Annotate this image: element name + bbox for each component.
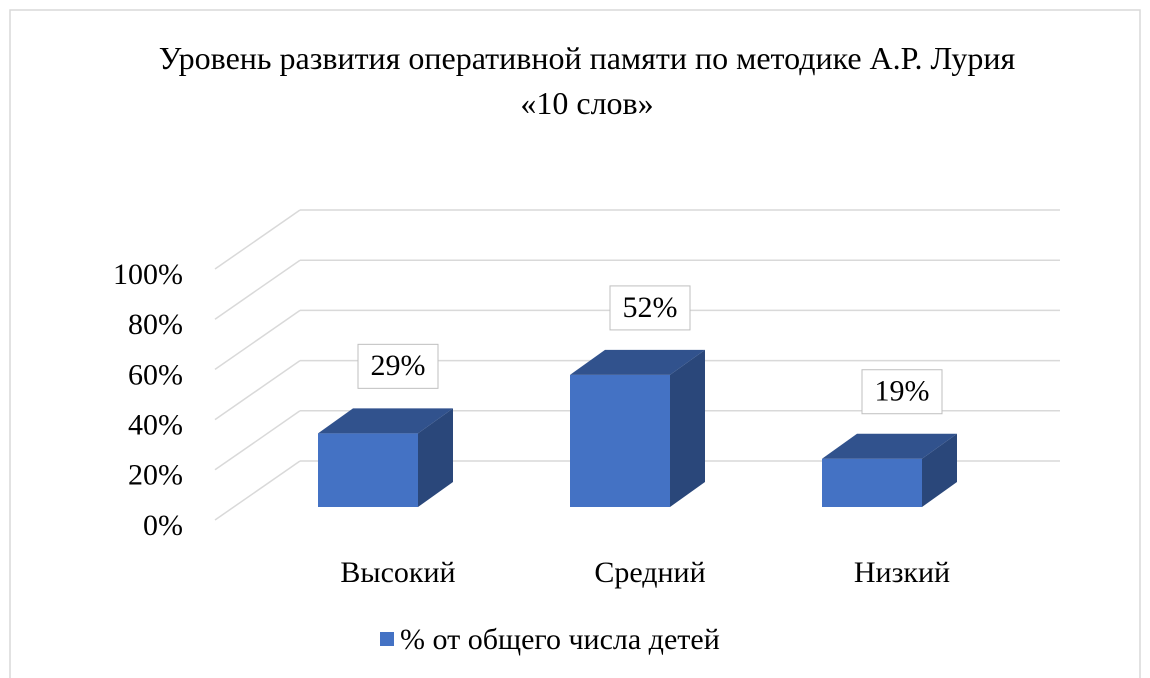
bar-front [822,458,922,507]
y-tick-label: 80% [128,308,183,341]
x-tick-label: Средний [594,556,705,589]
value-label: 19% [875,375,930,408]
bar-front [318,433,418,507]
y-tick-label: 0% [143,509,183,542]
value-label-box [357,343,439,389]
grid-line [214,309,301,371]
value-label: 29% [371,349,426,382]
grid-line [214,259,301,320]
bar-top [318,408,453,434]
bar-side [670,349,705,507]
grid-line [214,410,301,471]
bar-side [418,408,453,507]
value-label-box [609,285,691,331]
y-tick-label: 20% [128,459,183,492]
x-tick-label: Высокий [340,556,455,589]
chart-title: Уровень развития оперативной памяти по м… [158,40,1016,121]
bar-side [922,433,957,507]
chart-border [9,9,1141,678]
value-label: 52% [623,291,678,324]
x-tick-label: Низкий [854,556,950,589]
grid-line [214,209,301,270]
grid-line [214,359,301,421]
grid-line [214,460,301,521]
legend-swatch [380,632,394,646]
legend-label: % от общего числа детей [400,623,720,656]
y-tick-label: 60% [128,358,183,391]
y-tick-label: 40% [128,408,183,441]
value-label-box [861,369,943,415]
bar-top [822,433,957,459]
y-tick-label: 100% [113,258,183,291]
bar-top [570,349,705,375]
bar-front [570,374,670,507]
